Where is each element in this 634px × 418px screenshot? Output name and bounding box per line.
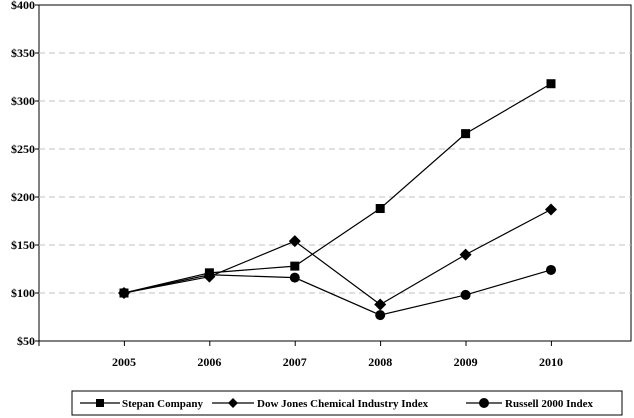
legend-item: Dow Jones Chemical Industry Index: [212, 398, 429, 410]
y-tick-label: $100: [11, 286, 35, 300]
series-line: [123, 208, 552, 306]
x-tick-label: 2009: [454, 355, 478, 369]
data-point-circle: [460, 289, 471, 300]
series-group: [118, 79, 557, 321]
series-line: [123, 83, 552, 294]
legend-box: [71, 390, 623, 416]
data-point-diamond: [374, 298, 387, 311]
data-point-diamond: [228, 398, 238, 408]
data-point-diamond: [545, 203, 557, 216]
legend-item: Stepan Company: [80, 398, 203, 410]
y-tick-label: $150: [11, 238, 35, 252]
data-point-square: [546, 79, 556, 89]
x-tick-label: 2007: [283, 355, 307, 369]
data-point-diamond: [459, 248, 472, 261]
x-tick-label: 2010: [539, 355, 563, 369]
x-tick-label: 2008: [368, 355, 392, 369]
y-axis: $50 $100 $150 $200 $250 $300 $350 $400: [11, 0, 39, 348]
data-point-circle: [119, 288, 129, 298]
legend-label: Russell 2000 Index: [505, 398, 594, 410]
legend-item: Russell 2000 Index: [466, 398, 594, 410]
legend-label: Dow Jones Chemical Industry Index: [257, 398, 429, 410]
legend-label: Stepan Company: [122, 398, 203, 410]
x-tick-label: 2006: [197, 355, 221, 369]
data-point-square: [461, 129, 471, 139]
data-point-square: [96, 399, 104, 407]
data-point-circle: [289, 272, 300, 283]
series-circle: [119, 264, 556, 321]
gridlines: [39, 52, 631, 294]
data-point-circle: [479, 398, 489, 408]
y-tick-label: $350: [11, 46, 35, 60]
legend: Stepan Company Dow Jones Chemical Industr…: [80, 398, 594, 410]
y-tick-label: $300: [11, 94, 35, 108]
data-point-circle: [375, 310, 386, 321]
y-tick-label: $250: [11, 142, 35, 156]
data-point-circle: [546, 264, 556, 275]
y-tick-label: $50: [17, 334, 35, 348]
series-line: [123, 269, 552, 316]
plot-area: [38, 4, 632, 342]
x-tick-label: 2005: [112, 355, 136, 369]
y-tick-label: $200: [11, 190, 35, 204]
data-point-square: [375, 204, 385, 214]
data-point-square: [290, 261, 300, 271]
data-point-circle: [204, 269, 215, 280]
x-axis: 2005 2006 2007 2008 2009 2010: [38, 341, 563, 369]
y-tick-label: $400: [11, 0, 35, 12]
data-point-diamond: [288, 235, 301, 248]
